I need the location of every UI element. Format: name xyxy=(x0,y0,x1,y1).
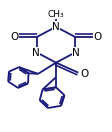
Text: N: N xyxy=(72,48,80,58)
Text: O: O xyxy=(80,69,88,79)
Text: O: O xyxy=(10,32,19,42)
Text: N: N xyxy=(52,22,60,32)
Text: CH₃: CH₃ xyxy=(48,10,64,19)
Text: N: N xyxy=(32,48,40,58)
Text: O: O xyxy=(93,32,102,42)
